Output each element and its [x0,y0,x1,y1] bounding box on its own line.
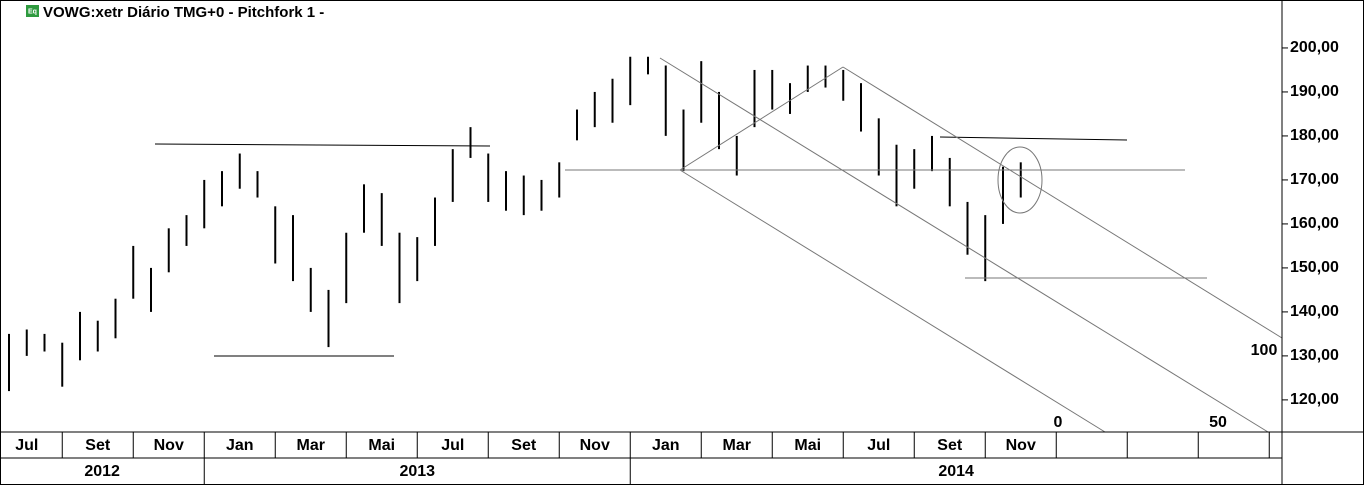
x-tick-label: Nov [154,437,184,454]
y-tick-label: 130,00 [1290,347,1339,364]
year-label: 2012 [84,463,120,480]
year-label: 2013 [399,463,435,480]
x-tick-label: Set [937,437,963,454]
y-tick-label: 190,00 [1290,83,1339,100]
x-tick-label: Set [85,437,111,454]
pitchfork-label: 50 [1209,414,1227,431]
x-tick-label: Jul [441,437,464,454]
x-tick-label: Jan [226,437,254,454]
x-tick-label: Nov [1006,437,1036,454]
chart-title: VOWG:xetr Diário TMG+0 - Pitchfork 1 - [43,4,324,21]
drawings [154,57,1283,433]
year-label: 2014 [938,463,974,480]
y-tick-label: 140,00 [1290,303,1339,320]
plot [8,56,1022,392]
x-tick-label: Mai [794,437,821,454]
pitchfork-lower [679,169,1106,433]
icon-label: Eq [28,8,37,15]
x-tick-label: Nov [580,437,610,454]
pitchfork-median [659,57,1269,433]
y-tick-label: 150,00 [1290,259,1339,276]
highlight-circle [997,146,1043,214]
trend-line [939,136,1128,141]
x-tick-label: Jul [15,437,38,454]
pitchfork-handle [679,66,844,171]
x-tick-label: Mar [297,437,325,454]
x-tick-label: Mai [368,437,395,454]
y-tick-label: 160,00 [1290,215,1339,232]
trend-line [154,143,491,147]
x-tick-label: Set [511,437,537,454]
pitchfork-upper [842,66,1283,339]
icon [26,5,39,17]
y-tick-label: 200,00 [1290,39,1339,56]
x-tick-label: Jan [652,437,680,454]
x-tick-label: Mar [723,437,751,454]
y-tick-label: 180,00 [1290,127,1339,144]
pitchfork-label: 0 [1054,414,1063,431]
pitchfork-label: 100 [1251,342,1278,359]
x-tick-label: Jul [867,437,890,454]
y-tick-label: 170,00 [1290,171,1339,188]
y-tick-label: 120,00 [1290,391,1339,408]
